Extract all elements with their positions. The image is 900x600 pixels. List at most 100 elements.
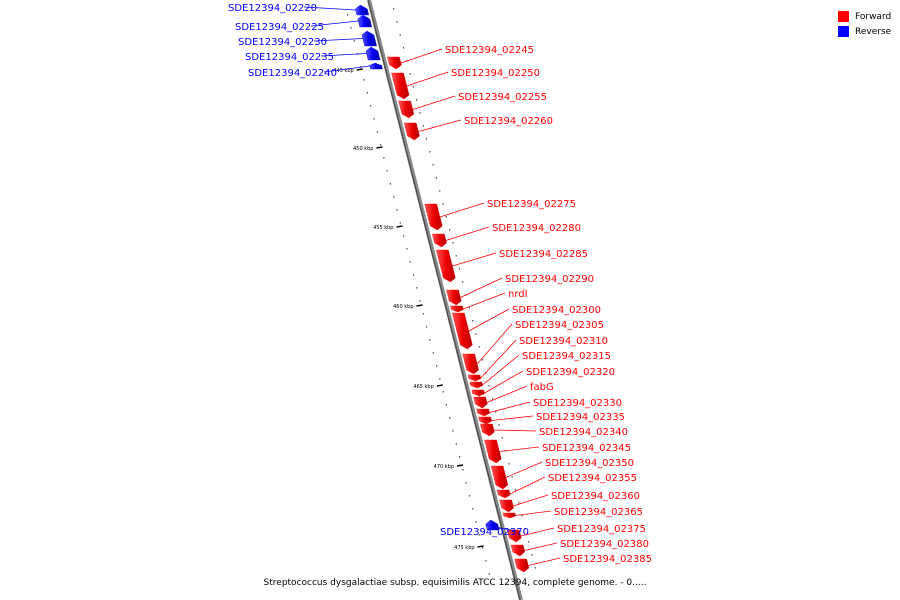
gene-connector (520, 527, 555, 537)
gene-label-sde12394-02355[interactable]: SDE12394_02355 (548, 473, 637, 484)
gene-sde12394-02300[interactable] (452, 312, 473, 350)
gene-sde12394-02305[interactable] (462, 353, 479, 375)
gene-label-sde12394-02245[interactable]: SDE12394_02245 (445, 45, 534, 56)
gene-sde12394-02320[interactable] (471, 389, 485, 397)
gene-connector (486, 385, 528, 403)
gene-sde12394-02365[interactable] (502, 512, 516, 519)
gene-connector (445, 226, 490, 241)
legend-item-forward: Forward (838, 9, 891, 24)
gene-sde12394-02260[interactable] (403, 122, 420, 141)
gene-label-sde12394-02260[interactable]: SDE12394_02260 (464, 116, 553, 127)
gene-connector (406, 71, 449, 87)
gene-label-sde12394-02230[interactable]: SDE12394_02230 (238, 37, 327, 48)
kbp-label: 455 kbp (373, 225, 393, 231)
gene-label-sde12394-02345[interactable]: SDE12394_02345 (542, 443, 631, 454)
gene-fabg[interactable] (473, 396, 488, 409)
kbp-label: 475 kbp (454, 545, 474, 551)
gene-connector (484, 370, 524, 394)
gene-label-nrdi[interactable]: nrdI (508, 289, 528, 300)
gene-connector (493, 429, 537, 432)
gene-connector (499, 446, 540, 452)
gene-sde12394-02280[interactable] (432, 233, 447, 248)
gene-sde12394-02235[interactable] (365, 46, 381, 61)
gene-connector (509, 476, 546, 495)
gene-sde12394-02275[interactable] (424, 203, 443, 231)
gene-sde12394-02375[interactable] (507, 529, 522, 543)
gene-label-sde12394-02365[interactable]: SDE12394_02365 (554, 507, 643, 518)
gene-label-sde12394-02225[interactable]: SDE12394_02225 (235, 22, 324, 33)
gene-label-sde12394-02240[interactable]: SDE12394_02240 (248, 68, 337, 79)
reverse-swatch (838, 26, 849, 37)
gene-sde12394-02370[interactable] (485, 519, 500, 531)
gene-sde12394-02360[interactable] (499, 499, 514, 513)
gene-sde12394-02330[interactable] (476, 408, 490, 417)
gene-labels: SDE12394_02220 SDE12394_02225 SDE12394_022… (228, 3, 652, 566)
gene-features (355, 4, 530, 573)
gene-connector (418, 119, 462, 132)
gene-sde12394-02230[interactable] (361, 30, 377, 47)
gene-label-sde12394-02250[interactable]: SDE12394_02250 (451, 68, 540, 79)
gene-sde12394-02335[interactable] (478, 416, 492, 425)
gene-label-sde12394-02350[interactable]: SDE12394_02350 (545, 458, 634, 469)
gene-sde12394-02245[interactable] (387, 56, 402, 70)
gene-connector (313, 38, 363, 42)
gene-label-fabg[interactable]: fabG (530, 382, 554, 393)
gene-sde12394-02310[interactable] (467, 374, 482, 382)
kbp-label: 470 kbp (434, 464, 454, 470)
kbp-tick (416, 304, 423, 307)
gene-label-sde12394-02370[interactable]: SDE12394_02370 (440, 527, 529, 538)
kbp-label: 465 kbp (413, 384, 433, 390)
gene-label-sde12394-02220[interactable]: SDE12394_02220 (228, 3, 317, 14)
forward-swatch (838, 11, 849, 22)
map-caption: Streptococcus dysgalactiae subsp. equisi… (263, 578, 647, 588)
kbp-tick (356, 68, 363, 71)
legend-forward-label: Forward (855, 11, 892, 22)
gene-label-sde12394-02385[interactable]: SDE12394_02385 (563, 554, 652, 565)
gene-sde12394-02220[interactable] (355, 4, 370, 16)
legend-item-reverse: Reverse (838, 24, 891, 39)
gene-label-sde12394-02315[interactable]: SDE12394_02315 (522, 351, 611, 362)
gene-sde12394-02315[interactable] (469, 381, 483, 389)
gene-sde12394-02285[interactable] (436, 249, 456, 283)
gene-label-sde12394-02305[interactable]: SDE12394_02305 (515, 320, 604, 331)
gene-label-sde12394-02300[interactable]: SDE12394_02300 (512, 305, 601, 316)
gene-sde12394-02250[interactable] (391, 72, 410, 100)
gene-nrdi[interactable] (450, 305, 464, 313)
gene-label-sde12394-02275[interactable]: SDE12394_02275 (487, 199, 576, 210)
gene-sde12394-02240[interactable] (369, 62, 383, 70)
gene-label-sde12394-02335[interactable]: SDE12394_02335 (536, 412, 625, 423)
gene-label-sde12394-02235[interactable]: SDE12394_02235 (245, 52, 334, 63)
gene-sde12394-02340[interactable] (480, 423, 495, 437)
gene-label-sde12394-02340[interactable]: SDE12394_02340 (539, 427, 628, 438)
gene-connector (491, 415, 534, 421)
gene-label-sde12394-02360[interactable]: SDE12394_02360 (551, 491, 640, 502)
kbp-label: 450 kbp (353, 146, 373, 152)
kbp-tick (396, 225, 403, 228)
gene-sde12394-02350[interactable] (490, 465, 509, 490)
gene-label-sde12394-02285[interactable]: SDE12394_02285 (499, 249, 588, 260)
kbp-tick (456, 464, 464, 467)
gene-label-sde12394-02330[interactable]: SDE12394_02330 (533, 398, 622, 409)
gene-connector (480, 339, 517, 379)
gene-sde12394-02225[interactable] (357, 14, 373, 28)
legend: Forward Reverse (838, 9, 891, 39)
gene-sde12394-02385[interactable] (514, 558, 530, 573)
gene-label-sde12394-02255[interactable]: SDE12394_02255 (458, 92, 547, 103)
kbp-scale: 445 kbp 450 kbp 455 kbp 460 kbp 465 kbp 470 k… (333, 68, 484, 551)
gene-connector (452, 252, 497, 267)
gene-sde12394-02255[interactable] (398, 100, 415, 119)
gene-sde12394-02355[interactable] (496, 489, 511, 499)
gene-label-sde12394-02290[interactable]: SDE12394_02290 (505, 274, 594, 285)
gene-connector (485, 524, 517, 532)
kbp-tick (477, 545, 484, 548)
gene-sde12394-02345[interactable] (484, 439, 502, 464)
gene-sde12394-02290[interactable] (446, 289, 462, 306)
gene-label-sde12394-02380[interactable]: SDE12394_02380 (560, 539, 649, 550)
gene-label-sde12394-02310[interactable]: SDE12394_02310 (519, 336, 608, 347)
gene-label-sde12394-02320[interactable]: SDE12394_02320 (526, 367, 615, 378)
gene-sde12394-02380[interactable] (510, 544, 526, 557)
gene-label-sde12394-02375[interactable]: SDE12394_02375 (557, 524, 646, 535)
gene-connector (489, 401, 531, 413)
gene-label-sde12394-02280[interactable]: SDE12394_02280 (492, 223, 581, 234)
